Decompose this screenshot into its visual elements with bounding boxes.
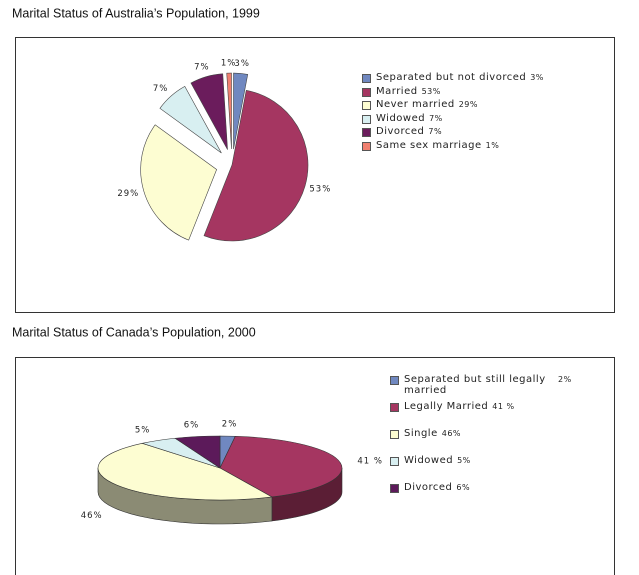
legend-value: 7% bbox=[428, 127, 443, 136]
data-label: 1% bbox=[221, 59, 237, 69]
legend-swatch bbox=[390, 484, 399, 493]
legend-item: Married 53% bbox=[362, 86, 544, 100]
legend-value: 1% bbox=[485, 140, 500, 150]
slice bbox=[226, 72, 232, 150]
legend-swatch bbox=[390, 403, 399, 412]
data-label: 46% bbox=[81, 511, 103, 521]
data-label: 5% bbox=[135, 426, 151, 436]
legend-value: 5% bbox=[457, 456, 471, 465]
legend-label: Never married bbox=[376, 99, 455, 110]
legend-label: Divorced bbox=[404, 482, 453, 493]
legend-swatch bbox=[362, 141, 371, 151]
slice bbox=[140, 124, 217, 241]
legend-swatch bbox=[390, 430, 399, 439]
legend-value: 2% bbox=[558, 375, 572, 384]
chart-title: Marital Status of Canada’s Population, 2… bbox=[12, 325, 256, 339]
slice bbox=[203, 89, 309, 242]
data-label: 41 % bbox=[357, 457, 383, 467]
legend-value: 3% bbox=[530, 73, 544, 82]
legend-item: Widowed 7% bbox=[362, 113, 544, 127]
legend-item: Same sex marriage 1% bbox=[362, 140, 544, 154]
data-label: 7% bbox=[153, 84, 169, 94]
legend-swatch bbox=[362, 128, 371, 137]
legend: Separated but still legally married 2% Leg… bbox=[390, 374, 572, 509]
legend-label: Married bbox=[376, 85, 418, 97]
legend-value: 29% bbox=[458, 100, 478, 109]
data-label: 29% bbox=[117, 189, 139, 199]
legend-label: Divorced bbox=[376, 126, 425, 137]
legend-label: Separated but still legally married bbox=[404, 374, 546, 396]
slice bbox=[233, 72, 249, 150]
legend-value: 53% bbox=[421, 86, 441, 96]
legend-value: 6% bbox=[456, 483, 471, 492]
legend-label: Legally Married bbox=[404, 401, 489, 412]
legend-item: Legally Married 41 % bbox=[390, 401, 572, 428]
data-label: 7% bbox=[194, 63, 210, 73]
legend-swatch bbox=[362, 114, 371, 124]
data-label: 3% bbox=[234, 59, 250, 69]
legend-swatch bbox=[362, 74, 371, 83]
legend-label: Widowed bbox=[404, 455, 454, 466]
legend-value: 41 % bbox=[492, 402, 515, 411]
slice bbox=[174, 435, 221, 469]
legend-item: Separated but not divorced 3% bbox=[362, 72, 544, 86]
legend-label: Separated but not divorced bbox=[376, 72, 527, 83]
legend-item: Never married 29% bbox=[362, 99, 544, 113]
slice bbox=[159, 85, 222, 154]
data-label: 2% bbox=[222, 420, 238, 430]
legend-swatch bbox=[390, 457, 399, 466]
legend-item: Separated but still legally married 2% bbox=[390, 374, 572, 401]
legend-label: Widowed bbox=[376, 112, 426, 124]
chart-title: Marital Status of Australia’s Population… bbox=[12, 6, 260, 20]
legend-value: 46% bbox=[441, 429, 462, 438]
legend-label: Single bbox=[404, 428, 438, 439]
legend-item: Divorced 6% bbox=[390, 482, 572, 509]
data-label: 53% bbox=[309, 184, 331, 194]
data-label: 6% bbox=[184, 420, 200, 430]
slice bbox=[219, 435, 343, 498]
legend-item: Divorced 7% bbox=[362, 126, 544, 140]
slice bbox=[190, 73, 228, 150]
chart-frame bbox=[15, 37, 615, 313]
legend-item: Widowed 5% bbox=[390, 455, 572, 482]
slice bbox=[97, 443, 273, 501]
legend-value: 7% bbox=[429, 113, 443, 123]
legend-item: Single 46% bbox=[390, 428, 572, 455]
legend: Separated but not divorced 3% Married 53% Ne… bbox=[362, 72, 544, 153]
legend-swatch bbox=[362, 101, 371, 110]
legend-swatch bbox=[390, 376, 399, 385]
legend-swatch bbox=[362, 87, 371, 97]
legend-label: Same sex marriage bbox=[376, 139, 482, 151]
